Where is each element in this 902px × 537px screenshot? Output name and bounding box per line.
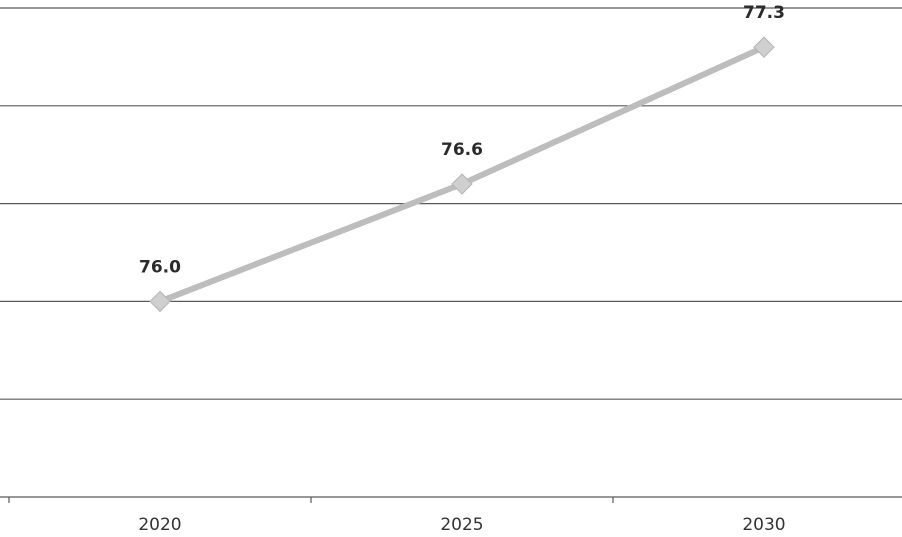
value-label: 76.0 — [139, 257, 181, 277]
x-tick-label: 2025 — [440, 515, 483, 535]
value-label: 77.3 — [743, 3, 785, 23]
marker — [149, 290, 171, 313]
value-label: 76.6 — [441, 140, 483, 160]
x-tick-label: 2030 — [742, 515, 785, 535]
marker — [753, 36, 775, 58]
marker — [451, 173, 473, 195]
x-tick-label: 2020 — [138, 515, 181, 535]
